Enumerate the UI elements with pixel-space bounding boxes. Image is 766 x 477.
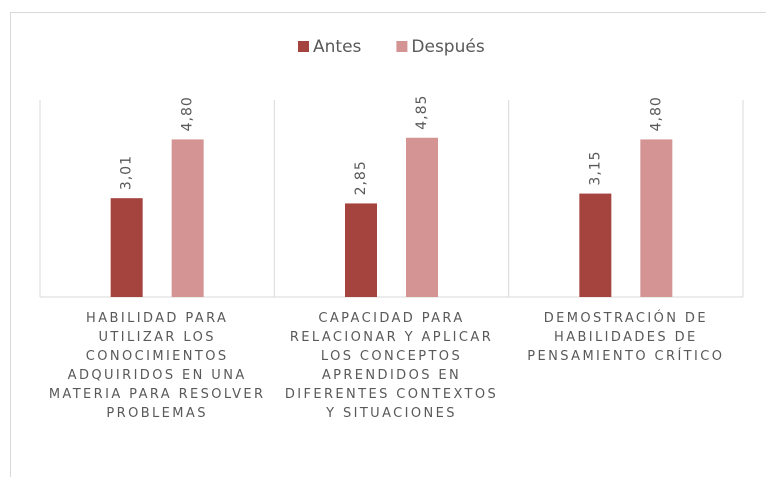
data-label: 4,80 [648,96,664,131]
bar [171,139,204,297]
legend-label: Después [411,37,484,57]
legend-label: Antes [313,37,362,57]
bar [345,203,377,297]
x-tick-label-box: CAPACIDAD PARA RELACIONAR Y APLICAR LOS … [284,311,499,421]
legend-swatch [396,41,408,52]
x-tick-label: CAPACIDAD PARA RELACIONAR Y APLICAR LOS … [284,311,499,421]
legend-swatch [298,41,309,52]
x-tick-label-box: DEMOSTRACIÓN DE HABILIDADES DE PENSAMIEN… [527,311,725,364]
data-label: 2,85 [353,160,369,195]
chart-border [10,12,766,477]
x-tick-label-box: HABILIDAD PARA UTILIZAR LOS CONOCIMIENTO… [48,311,266,421]
data-label: 4,85 [414,95,430,130]
x-tick-label: DEMOSTRACIÓN DE HABILIDADES DE PENSAMIEN… [527,311,725,364]
data-label: 3,15 [587,150,603,185]
bar [640,139,673,297]
data-label: 4,80 [180,96,196,131]
bar [110,198,143,297]
bar [406,137,438,297]
bar [579,193,612,297]
x-tick-label: HABILIDAD PARA UTILIZAR LOS CONOCIMIENTO… [48,311,266,421]
data-label: 3,01 [119,155,135,190]
